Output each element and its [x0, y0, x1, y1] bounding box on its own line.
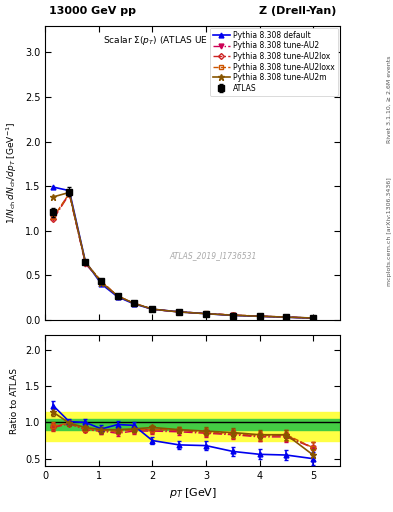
Pythia 8.308 default	[150, 306, 155, 312]
Pythia 8.308 default	[131, 301, 136, 307]
Pythia 8.308 tune-AU2lox	[51, 216, 55, 222]
Pythia 8.308 tune-AU2lox	[230, 312, 235, 318]
Pythia 8.308 default	[99, 281, 104, 287]
Pythia 8.308 default	[204, 311, 208, 317]
Pythia 8.308 default	[177, 309, 182, 315]
Pythia 8.308 tune-AU2m	[150, 306, 155, 312]
Text: ATLAS_2019_I1736531: ATLAS_2019_I1736531	[169, 251, 257, 260]
Pythia 8.308 tune-AU2lox	[99, 279, 104, 285]
Pythia 8.308 tune-AU2	[51, 215, 55, 221]
Text: Scalar $\Sigma(p_T)$ (ATLAS UE in Z production): Scalar $\Sigma(p_T)$ (ATLAS UE in Z prod…	[103, 34, 282, 48]
Legend: Pythia 8.308 default, Pythia 8.308 tune-AU2, Pythia 8.308 tune-AU2lox, Pythia 8.: Pythia 8.308 default, Pythia 8.308 tune-…	[210, 28, 338, 96]
Pythia 8.308 tune-AU2	[284, 314, 289, 320]
Pythia 8.308 tune-AU2m	[177, 309, 182, 315]
Pythia 8.308 tune-AU2m	[204, 311, 208, 317]
Pythia 8.308 tune-AU2	[311, 315, 316, 321]
Pythia 8.308 tune-AU2loxx	[257, 313, 262, 319]
Pythia 8.308 tune-AU2lox	[150, 306, 155, 312]
Pythia 8.308 tune-AU2m	[51, 194, 55, 200]
Line: Pythia 8.308 tune-AU2: Pythia 8.308 tune-AU2	[51, 191, 316, 321]
Pythia 8.308 tune-AU2m	[230, 312, 235, 318]
Pythia 8.308 tune-AU2loxx	[311, 315, 316, 321]
Pythia 8.308 tune-AU2	[204, 311, 208, 317]
Pythia 8.308 tune-AU2loxx	[177, 309, 182, 315]
Text: 13000 GeV pp: 13000 GeV pp	[49, 6, 136, 16]
Pythia 8.308 default	[230, 312, 235, 318]
Bar	[45, 419, 340, 430]
Y-axis label: $1/N_{\rm ch}\,dN_{\rm ch}/dp_T\;[\rm GeV^{-1}]$: $1/N_{\rm ch}\,dN_{\rm ch}/dp_T\;[\rm Ge…	[5, 122, 19, 224]
Pythia 8.308 tune-AU2lox	[67, 191, 72, 197]
Pythia 8.308 default	[51, 184, 55, 190]
Text: mcplots.cern.ch [arXiv:1306.3436]: mcplots.cern.ch [arXiv:1306.3436]	[387, 177, 392, 286]
Pythia 8.308 tune-AU2loxx	[51, 215, 55, 221]
Pythia 8.308 tune-AU2lox	[115, 293, 120, 299]
Pythia 8.308 tune-AU2m	[131, 300, 136, 306]
Pythia 8.308 tune-AU2lox	[257, 313, 262, 319]
Pythia 8.308 default	[67, 187, 72, 194]
Y-axis label: Ratio to ATLAS: Ratio to ATLAS	[10, 368, 19, 434]
Pythia 8.308 tune-AU2	[177, 309, 182, 315]
Pythia 8.308 tune-AU2loxx	[67, 190, 72, 197]
Line: Pythia 8.308 tune-AU2loxx: Pythia 8.308 tune-AU2loxx	[51, 191, 315, 320]
Pythia 8.308 tune-AU2	[230, 312, 235, 318]
Pythia 8.308 tune-AU2loxx	[150, 306, 155, 312]
Text: Z (Drell-Yan): Z (Drell-Yan)	[259, 6, 336, 16]
Pythia 8.308 tune-AU2m	[83, 259, 88, 265]
X-axis label: $p_T\;[\rm GeV]$: $p_T\;[\rm GeV]$	[169, 486, 217, 500]
Line: Pythia 8.308 tune-AU2lox: Pythia 8.308 tune-AU2lox	[51, 192, 315, 320]
Line: Pythia 8.308 tune-AU2m: Pythia 8.308 tune-AU2m	[50, 189, 316, 321]
Pythia 8.308 default	[83, 259, 88, 265]
Pythia 8.308 tune-AU2loxx	[230, 312, 235, 318]
Pythia 8.308 default	[284, 314, 289, 321]
Pythia 8.308 default	[311, 315, 316, 321]
Pythia 8.308 tune-AU2	[150, 306, 155, 312]
Pythia 8.308 tune-AU2loxx	[83, 260, 88, 266]
Pythia 8.308 tune-AU2loxx	[99, 278, 104, 284]
Pythia 8.308 tune-AU2m	[257, 313, 262, 319]
Pythia 8.308 default	[115, 294, 120, 300]
Line: Pythia 8.308 default: Pythia 8.308 default	[51, 185, 316, 321]
Pythia 8.308 tune-AU2	[67, 190, 72, 197]
Pythia 8.308 tune-AU2	[115, 294, 120, 300]
Pythia 8.308 tune-AU2lox	[311, 315, 316, 321]
Pythia 8.308 tune-AU2loxx	[131, 300, 136, 306]
Pythia 8.308 tune-AU2lox	[284, 314, 289, 320]
Pythia 8.308 tune-AU2lox	[177, 309, 182, 315]
Pythia 8.308 tune-AU2lox	[131, 300, 136, 306]
Bar	[45, 412, 340, 440]
Pythia 8.308 tune-AU2	[99, 279, 104, 285]
Pythia 8.308 tune-AU2	[83, 261, 88, 267]
Pythia 8.308 tune-AU2m	[284, 314, 289, 320]
Pythia 8.308 tune-AU2lox	[204, 310, 208, 316]
Pythia 8.308 tune-AU2	[257, 313, 262, 319]
Pythia 8.308 tune-AU2m	[99, 280, 104, 286]
Pythia 8.308 tune-AU2m	[67, 189, 72, 196]
Pythia 8.308 tune-AU2lox	[83, 260, 88, 266]
Text: Rivet 3.1.10, ≥ 2.6M events: Rivet 3.1.10, ≥ 2.6M events	[387, 55, 392, 143]
Pythia 8.308 tune-AU2loxx	[204, 310, 208, 316]
Pythia 8.308 tune-AU2	[131, 300, 136, 306]
Pythia 8.308 default	[257, 313, 262, 319]
Pythia 8.308 tune-AU2m	[115, 293, 120, 299]
Pythia 8.308 tune-AU2loxx	[115, 293, 120, 299]
Pythia 8.308 tune-AU2m	[311, 315, 316, 321]
Pythia 8.308 tune-AU2loxx	[284, 314, 289, 320]
